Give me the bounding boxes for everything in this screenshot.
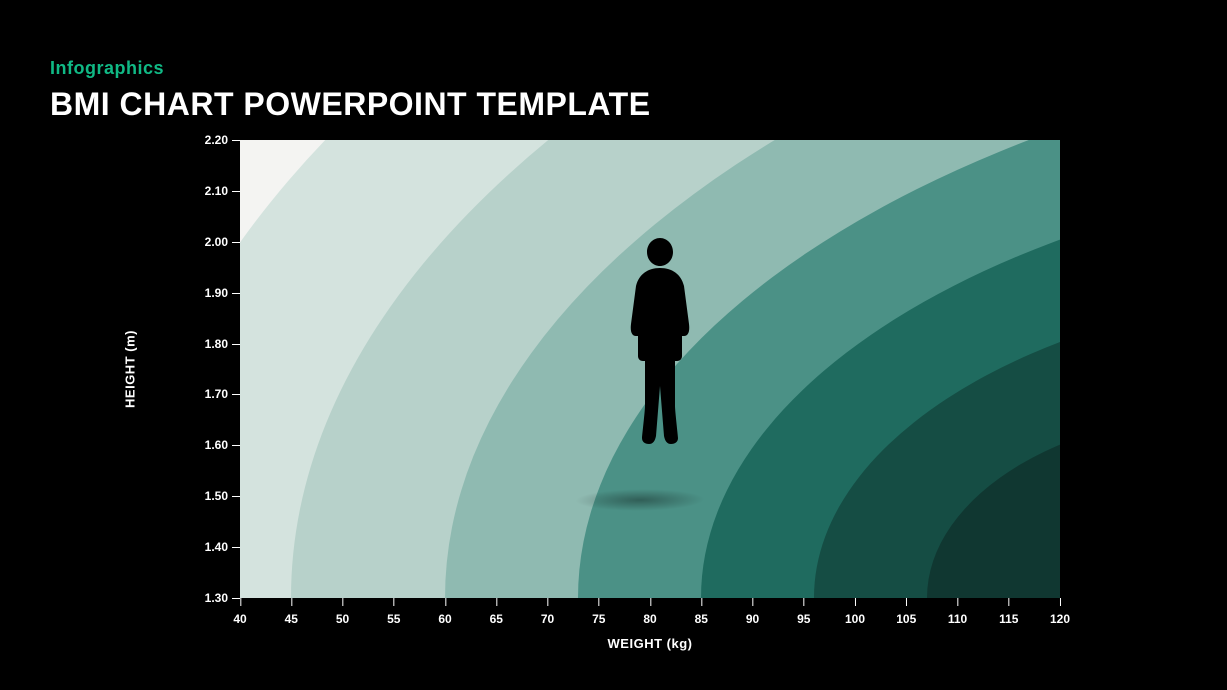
y-tick: 1.50 bbox=[168, 489, 228, 503]
x-tick: 120 bbox=[1050, 612, 1070, 626]
x-axis: WEIGHT (kg) 4045505560657075808590951001… bbox=[240, 598, 1060, 658]
slide: Infographics BMI CHART POWERPOINT TEMPLA… bbox=[0, 0, 1227, 690]
y-tick: 1.80 bbox=[168, 337, 228, 351]
x-tick: 60 bbox=[438, 612, 451, 626]
y-tick: 2.00 bbox=[168, 235, 228, 249]
x-tick: 65 bbox=[490, 612, 503, 626]
x-tick: 85 bbox=[695, 612, 708, 626]
y-tick: 1.30 bbox=[168, 591, 228, 605]
x-tick: 55 bbox=[387, 612, 400, 626]
category-label: Infographics bbox=[50, 58, 164, 79]
x-tick: 80 bbox=[643, 612, 656, 626]
x-tick: 100 bbox=[845, 612, 865, 626]
x-tick: 40 bbox=[233, 612, 246, 626]
x-tick: 70 bbox=[541, 612, 554, 626]
y-axis: HEIGHT (m) 1.301.401.501.601.701.801.902… bbox=[150, 140, 240, 598]
y-tick: 2.20 bbox=[168, 133, 228, 147]
x-tick: 45 bbox=[285, 612, 298, 626]
x-tick: 110 bbox=[948, 612, 967, 626]
main-title: BMI CHART POWERPOINT TEMPLATE bbox=[50, 86, 651, 123]
x-tick: 115 bbox=[999, 612, 1018, 626]
y-tick: 2.10 bbox=[168, 184, 228, 198]
x-tick: 105 bbox=[896, 612, 916, 626]
x-tick: 95 bbox=[797, 612, 810, 626]
y-tick: 1.70 bbox=[168, 387, 228, 401]
x-tick: 90 bbox=[746, 612, 759, 626]
y-axis-title: HEIGHT (m) bbox=[123, 330, 138, 408]
y-tick: 1.40 bbox=[168, 540, 228, 554]
x-axis-title: WEIGHT (kg) bbox=[608, 636, 693, 651]
x-tick: 75 bbox=[592, 612, 605, 626]
y-tick: 1.90 bbox=[168, 286, 228, 300]
bmi-chart: HEIGHT (m) 1.301.401.501.601.701.801.902… bbox=[150, 140, 1080, 640]
y-tick: 1.60 bbox=[168, 438, 228, 452]
x-tick: 50 bbox=[336, 612, 349, 626]
plot-area bbox=[240, 140, 1060, 598]
